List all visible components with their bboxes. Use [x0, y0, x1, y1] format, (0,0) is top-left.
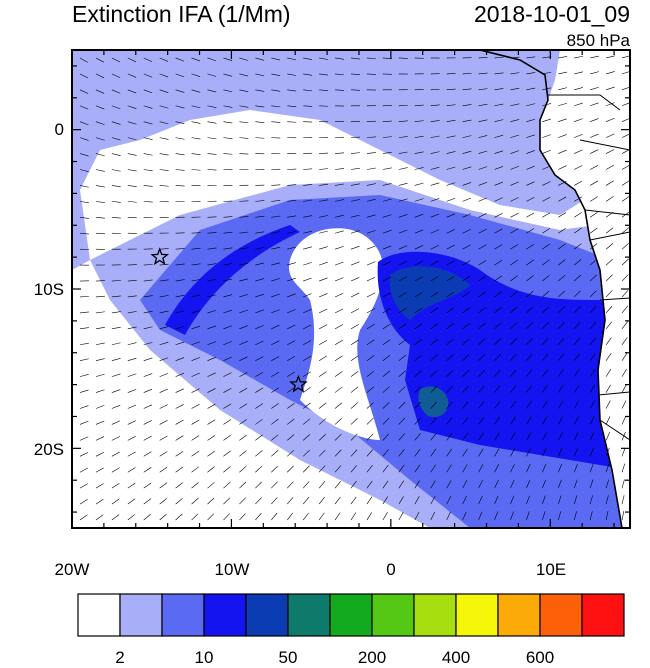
colorbar-swatch: [582, 594, 624, 636]
ytick-label: 20S: [14, 440, 64, 460]
colorbar-label: 2: [115, 648, 124, 668]
colorbar-swatch: [204, 594, 246, 636]
colorbar-swatch: [162, 594, 204, 636]
xtick-label: 0: [386, 560, 395, 580]
colorbar-swatch: [540, 594, 582, 636]
colorbar-label: 10: [195, 648, 214, 668]
colorbar-swatch: [414, 594, 456, 636]
xtick-label: 10W: [215, 560, 250, 580]
colorbar-label: 200: [358, 648, 386, 668]
colorbar-swatch: [372, 594, 414, 636]
colorbar-swatch: [330, 594, 372, 636]
colorbar-swatch: [498, 594, 540, 636]
colorbar-label: 600: [526, 648, 554, 668]
colorbar-swatch: [78, 594, 120, 636]
ytick-label: 10S: [14, 280, 64, 300]
xtick-label: 10E: [536, 560, 566, 580]
colorbar: [78, 594, 624, 636]
colorbar-label: 400: [442, 648, 470, 668]
colorbar-swatch: [120, 594, 162, 636]
colorbar-label: 50: [279, 648, 298, 668]
colorbar-swatch: [456, 594, 498, 636]
colorbar-swatch: [288, 594, 330, 636]
ytick-label: 0: [14, 120, 64, 140]
colorbar-swatch: [246, 594, 288, 636]
xtick-label: 20W: [55, 560, 90, 580]
